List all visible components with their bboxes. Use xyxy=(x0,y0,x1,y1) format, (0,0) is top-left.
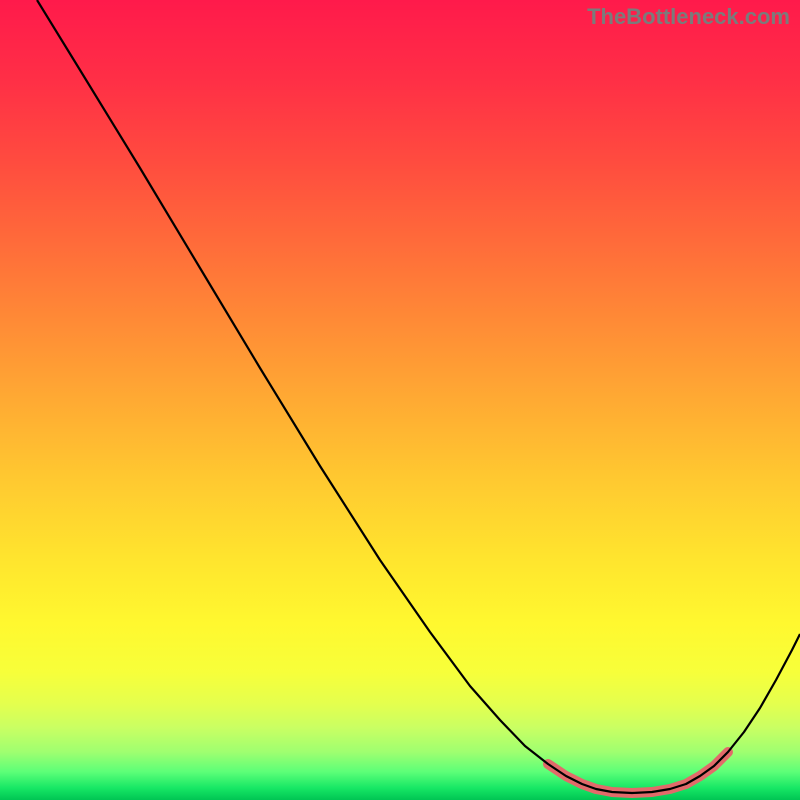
bottleneck-curve xyxy=(0,0,800,800)
chart-container: TheBottleneck.com xyxy=(0,0,800,800)
valley-highlight xyxy=(548,752,728,793)
curve-line xyxy=(37,0,800,793)
watermark-text: TheBottleneck.com xyxy=(587,4,790,30)
